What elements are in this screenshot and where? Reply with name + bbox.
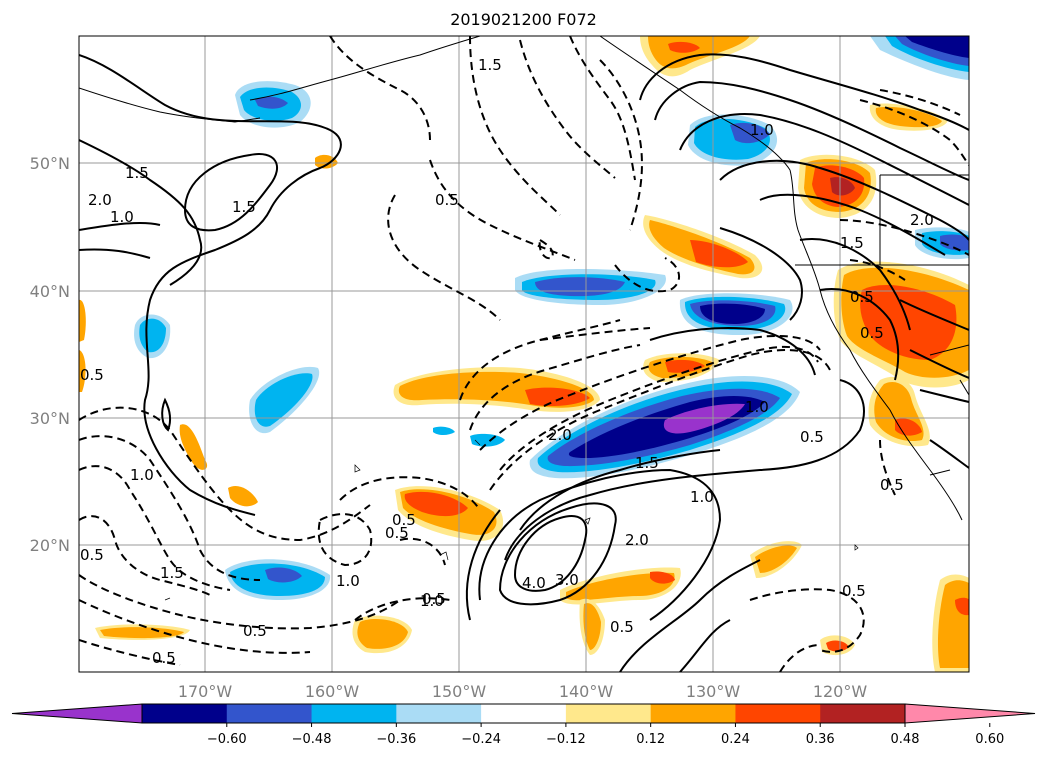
colorbar-segment [396,704,482,723]
lat-label: 50°N [30,154,70,173]
colorbar: −0.60 −0.48 −0.36 −0.24 −0.12 0.12 0.24 0.36 0.4… [11,703,1036,747]
colorbar-segment [142,704,228,723]
contour-label: 2.0 [910,211,934,229]
contour-label: 0.5 [842,582,866,600]
latitude-labels: 50°N 40°N 30°N 20°N [30,154,70,555]
contour-label: 0.5 [422,590,446,608]
contour-label: 1.0 [336,572,360,590]
contour-label: 0.5 [385,524,409,542]
colorbar-extend-low [11,703,143,724]
contour-label: 4.0 [522,574,546,592]
contour-label: 1.0 [130,466,154,484]
lon-label: 160°W [305,682,360,701]
colorbar-segment [735,704,821,723]
colorbar-segment [820,704,906,723]
colorbar-tick-label: −0.24 [461,732,501,747]
contour-label: 0.5 [80,546,104,564]
map-area [79,36,969,672]
coastlines [79,36,969,521]
lon-label: 120°W [813,682,868,701]
contour-label: 1.0 [420,592,444,610]
contour-label: 0.5 [152,649,176,667]
colorbar-segment [311,704,397,723]
lon-label: 140°W [559,682,614,701]
lon-label: 130°W [686,682,741,701]
colorbar-segment [565,704,652,723]
colorbar-tick-label: 0.60 [975,732,1004,747]
contour-label: 1.0 [110,208,134,226]
contour-label: 0.5 [880,476,904,494]
map-frame [78,35,970,673]
contour-label: 1.5 [232,198,256,216]
contour-label: 1.0 [745,398,769,416]
contour-label: 0.5 [850,288,874,306]
island-coastlines [164,439,859,601]
colorbar-border [141,703,906,724]
shaded-field [79,36,969,672]
contour-label: 1.0 [750,121,774,139]
contour-label: 2.0 [88,191,112,209]
colorbar-tick-label: −0.12 [546,732,586,747]
contour-label: 0.5 [80,366,104,384]
contour-label: 0.5 [243,622,267,640]
contour-label: 1.5 [125,164,149,182]
colorbar-tick-label: 0.48 [891,732,920,747]
colorbar-extend-high [904,703,1036,724]
longitude-labels: 170°W 160°W 150°W 140°W 130°W 120°W [178,682,868,701]
lon-label: 150°W [432,682,487,701]
colorbar-tick-label: −0.36 [376,732,416,747]
contour-lines-dashed [79,36,969,672]
contour-labels: 1.5 0.5 1.5 2.0 1.0 1.5 2.0 1.0 1.5 0.5 … [80,56,934,667]
contour-label: 1.5 [160,564,184,582]
colorbar-tick-label: 0.12 [636,732,665,747]
contour-label: 0.5 [610,618,634,636]
colorbar-segment [226,704,313,723]
contour-label: 1.5 [840,234,864,252]
colorbar-tick-label: 0.36 [806,732,835,747]
colorbar-tick-label: 0.24 [721,732,750,747]
contour-label: 1.0 [690,488,714,506]
contour-lines [79,53,969,672]
colorbar-segment [650,704,736,723]
colorbar-tick-label: −0.48 [292,732,332,747]
contour-label: 0.5 [860,324,884,342]
lat-label: 30°N [30,409,70,428]
contour-label: 3.0 [555,571,579,589]
contour-label: 0.5 [435,191,459,209]
contour-label: 0.5 [800,428,824,446]
lon-label: 170°W [178,682,233,701]
lat-label: 20°N [30,536,70,555]
contour-label: 0.5 [392,511,416,529]
colorbar-segment [481,704,567,723]
lat-label: 40°N [30,282,70,301]
contour-label: 1.5 [635,454,659,472]
contour-label: 2.0 [548,426,572,444]
contour-label: 1.5 [478,56,502,74]
contour-label: 2.0 [625,531,649,549]
map-title: 2019021200 F072 [450,10,597,29]
colorbar-tick-label: −0.60 [207,732,247,747]
